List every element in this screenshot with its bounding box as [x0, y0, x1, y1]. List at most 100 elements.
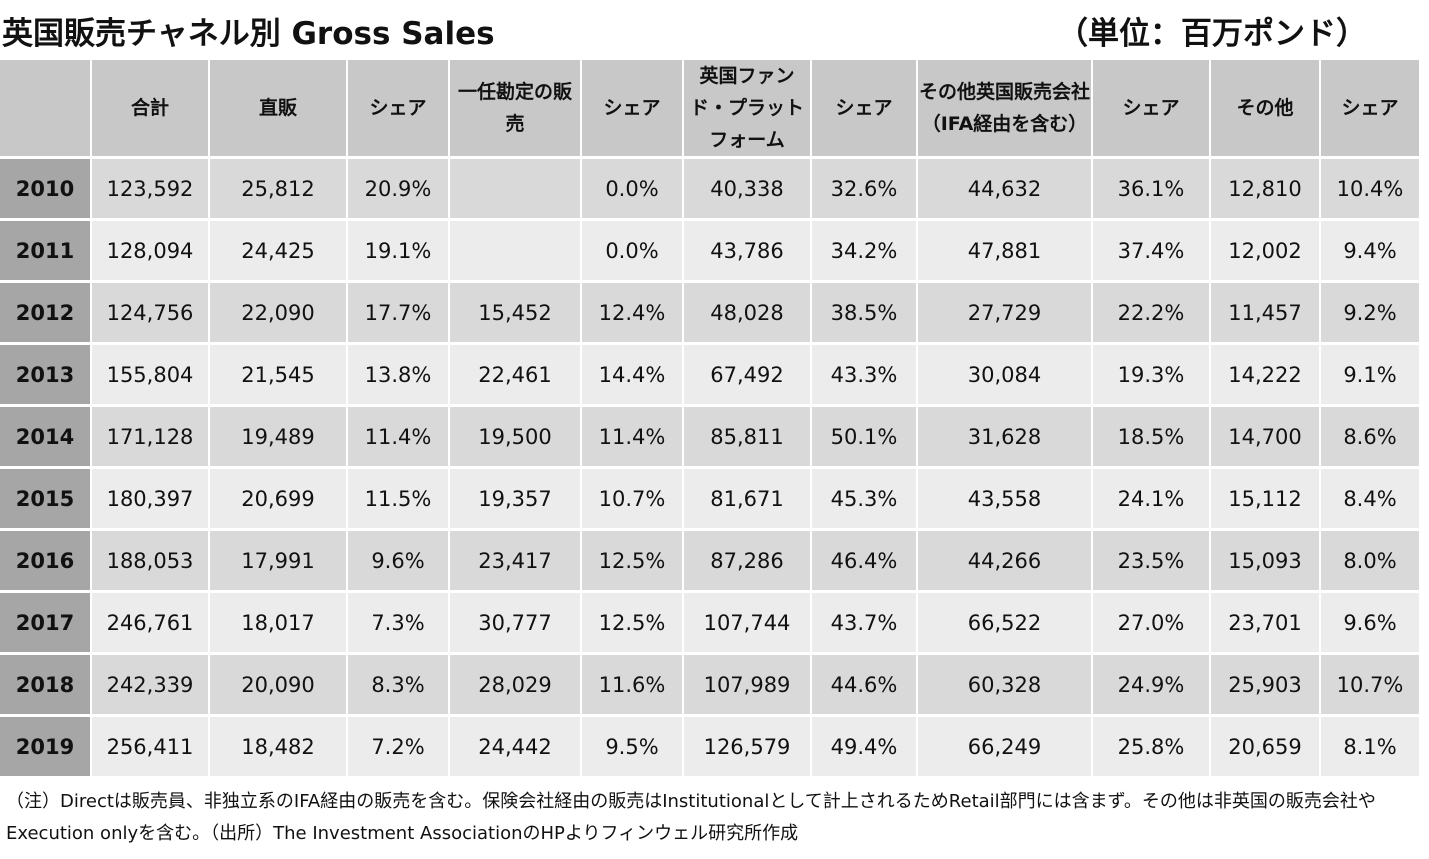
table-cell: 9.2% — [1320, 281, 1421, 345]
table-cell: 21,545 — [209, 343, 348, 407]
table-cell: 44,266 — [917, 529, 1093, 593]
table-cell: 0.0% — [581, 219, 684, 283]
table-cell: 11,457 — [1210, 281, 1321, 345]
table-cell: 180,397 — [91, 467, 210, 531]
table-cell — [449, 157, 582, 221]
table-cell: 12,810 — [1210, 157, 1321, 221]
table-cell: 43.7% — [811, 591, 918, 655]
table-cell: 107,989 — [683, 653, 812, 717]
row-year: 2010 — [0, 157, 92, 221]
table-cell: 14.4% — [581, 343, 684, 407]
table-cell: 13.8% — [347, 343, 450, 407]
table-row: 2010 123,592 25,812 20.9% 0.0% 40,338 32.6% 44,… — [0, 157, 1421, 221]
table-cell: 44.6% — [811, 653, 918, 717]
table-cell: 15,112 — [1210, 467, 1321, 531]
table-cell: 40,338 — [683, 157, 812, 221]
table-cell: 9.6% — [1320, 591, 1421, 655]
table-cell: 15,093 — [1210, 529, 1321, 593]
table-cell: 19,489 — [209, 405, 348, 469]
column-header: 英国ファンド・プラットフォーム — [683, 60, 812, 159]
table-cell: 23,701 — [1210, 591, 1321, 655]
table-cell: 18.5% — [1092, 405, 1211, 469]
row-year: 2018 — [0, 653, 92, 717]
table-cell: 9.4% — [1320, 219, 1421, 283]
table-cell: 60,328 — [917, 653, 1093, 717]
table-cell: 155,804 — [91, 343, 210, 407]
row-year: 2013 — [0, 343, 92, 407]
table-cell: 48,028 — [683, 281, 812, 345]
table-cell: 43,558 — [917, 467, 1093, 531]
table-cell: 8.4% — [1320, 467, 1421, 531]
table-header-row: 合計 直販 シェア 一任勘定の販売 シェア 英国ファンド・プラットフォーム シェア その他英国… — [0, 60, 1421, 159]
table-cell: 24,442 — [449, 715, 582, 779]
table-cell: 37.4% — [1092, 219, 1211, 283]
table-cell: 50.1% — [811, 405, 918, 469]
table-cell: 18,017 — [209, 591, 348, 655]
table-cell: 8.1% — [1320, 715, 1421, 779]
table-cell: 246,761 — [91, 591, 210, 655]
table-cell: 15,452 — [449, 281, 582, 345]
table-cell: 19.1% — [347, 219, 450, 283]
table-cell: 23.5% — [1092, 529, 1211, 593]
table-cell: 44,632 — [917, 157, 1093, 221]
table-cell: 19,500 — [449, 405, 582, 469]
table-cell: 10.7% — [1320, 653, 1421, 717]
table-cell: 8.6% — [1320, 405, 1421, 469]
table-cell: 32.6% — [811, 157, 918, 221]
table-cell: 8.0% — [1320, 529, 1421, 593]
table-cell: 11.4% — [347, 405, 450, 469]
column-header: その他英国販売会社（IFA経由を含む） — [917, 60, 1093, 159]
table-cell: 22.2% — [1092, 281, 1211, 345]
table-cell: 123,592 — [91, 157, 210, 221]
table-cell: 11.5% — [347, 467, 450, 531]
table-cell: 30,084 — [917, 343, 1093, 407]
table-cell: 12.5% — [581, 591, 684, 655]
table-cell: 12,002 — [1210, 219, 1321, 283]
page-title: 英国販売チャネル別 Gross Sales — [2, 16, 495, 52]
table-cell — [449, 219, 582, 283]
table-cell: 22,461 — [449, 343, 582, 407]
table-cell: 242,339 — [91, 653, 210, 717]
table-cell: 81,671 — [683, 467, 812, 531]
row-year: 2015 — [0, 467, 92, 531]
table-row: 2018 242,339 20,090 8.3% 28,029 11.6% 107,989 4… — [0, 653, 1421, 717]
table-cell: 30,777 — [449, 591, 582, 655]
table-cell: 27,729 — [917, 281, 1093, 345]
table-cell: 0.0% — [581, 157, 684, 221]
column-header: その他 — [1210, 60, 1321, 159]
table-cell: 43,786 — [683, 219, 812, 283]
sales-table: 合計 直販 シェア 一任勘定の販売 シェア 英国ファンド・プラットフォーム シェア その他英国… — [0, 60, 1421, 779]
table-cell: 126,579 — [683, 715, 812, 779]
row-year: 2017 — [0, 591, 92, 655]
table-cell: 43.3% — [811, 343, 918, 407]
table-cell: 85,811 — [683, 405, 812, 469]
table-cell: 22,090 — [209, 281, 348, 345]
table-cell: 38.5% — [811, 281, 918, 345]
table-cell: 18,482 — [209, 715, 348, 779]
table-cell: 9.6% — [347, 529, 450, 593]
column-header: 合計 — [91, 60, 210, 159]
table-cell: 31,628 — [917, 405, 1093, 469]
table-cell: 66,522 — [917, 591, 1093, 655]
row-year: 2014 — [0, 405, 92, 469]
column-header: シェア — [1092, 60, 1211, 159]
table-row: 2011 128,094 24,425 19.1% 0.0% 43,786 34.2% 47,… — [0, 219, 1421, 283]
table-cell: 7.3% — [347, 591, 450, 655]
table-row: 2016 188,053 17,991 9.6% 23,417 12.5% 87,286 46… — [0, 529, 1421, 593]
column-header — [0, 60, 92, 159]
row-year: 2011 — [0, 219, 92, 283]
table-cell: 256,411 — [91, 715, 210, 779]
footnote: （注）Directは販売員、非独立系のIFA経由の販売を含む。保険会社経由の販売… — [6, 791, 1376, 844]
table-cell: 9.5% — [581, 715, 684, 779]
table-cell: 7.2% — [347, 715, 450, 779]
table-cell: 24.9% — [1092, 653, 1211, 717]
column-header: 直販 — [209, 60, 348, 159]
table-cell: 25,903 — [1210, 653, 1321, 717]
table-cell: 24.1% — [1092, 467, 1211, 531]
table-cell: 20.9% — [347, 157, 450, 221]
table-cell: 87,286 — [683, 529, 812, 593]
table-cell: 10.4% — [1320, 157, 1421, 221]
table-cell: 25,812 — [209, 157, 348, 221]
table-cell: 36.1% — [1092, 157, 1211, 221]
table-cell: 27.0% — [1092, 591, 1211, 655]
